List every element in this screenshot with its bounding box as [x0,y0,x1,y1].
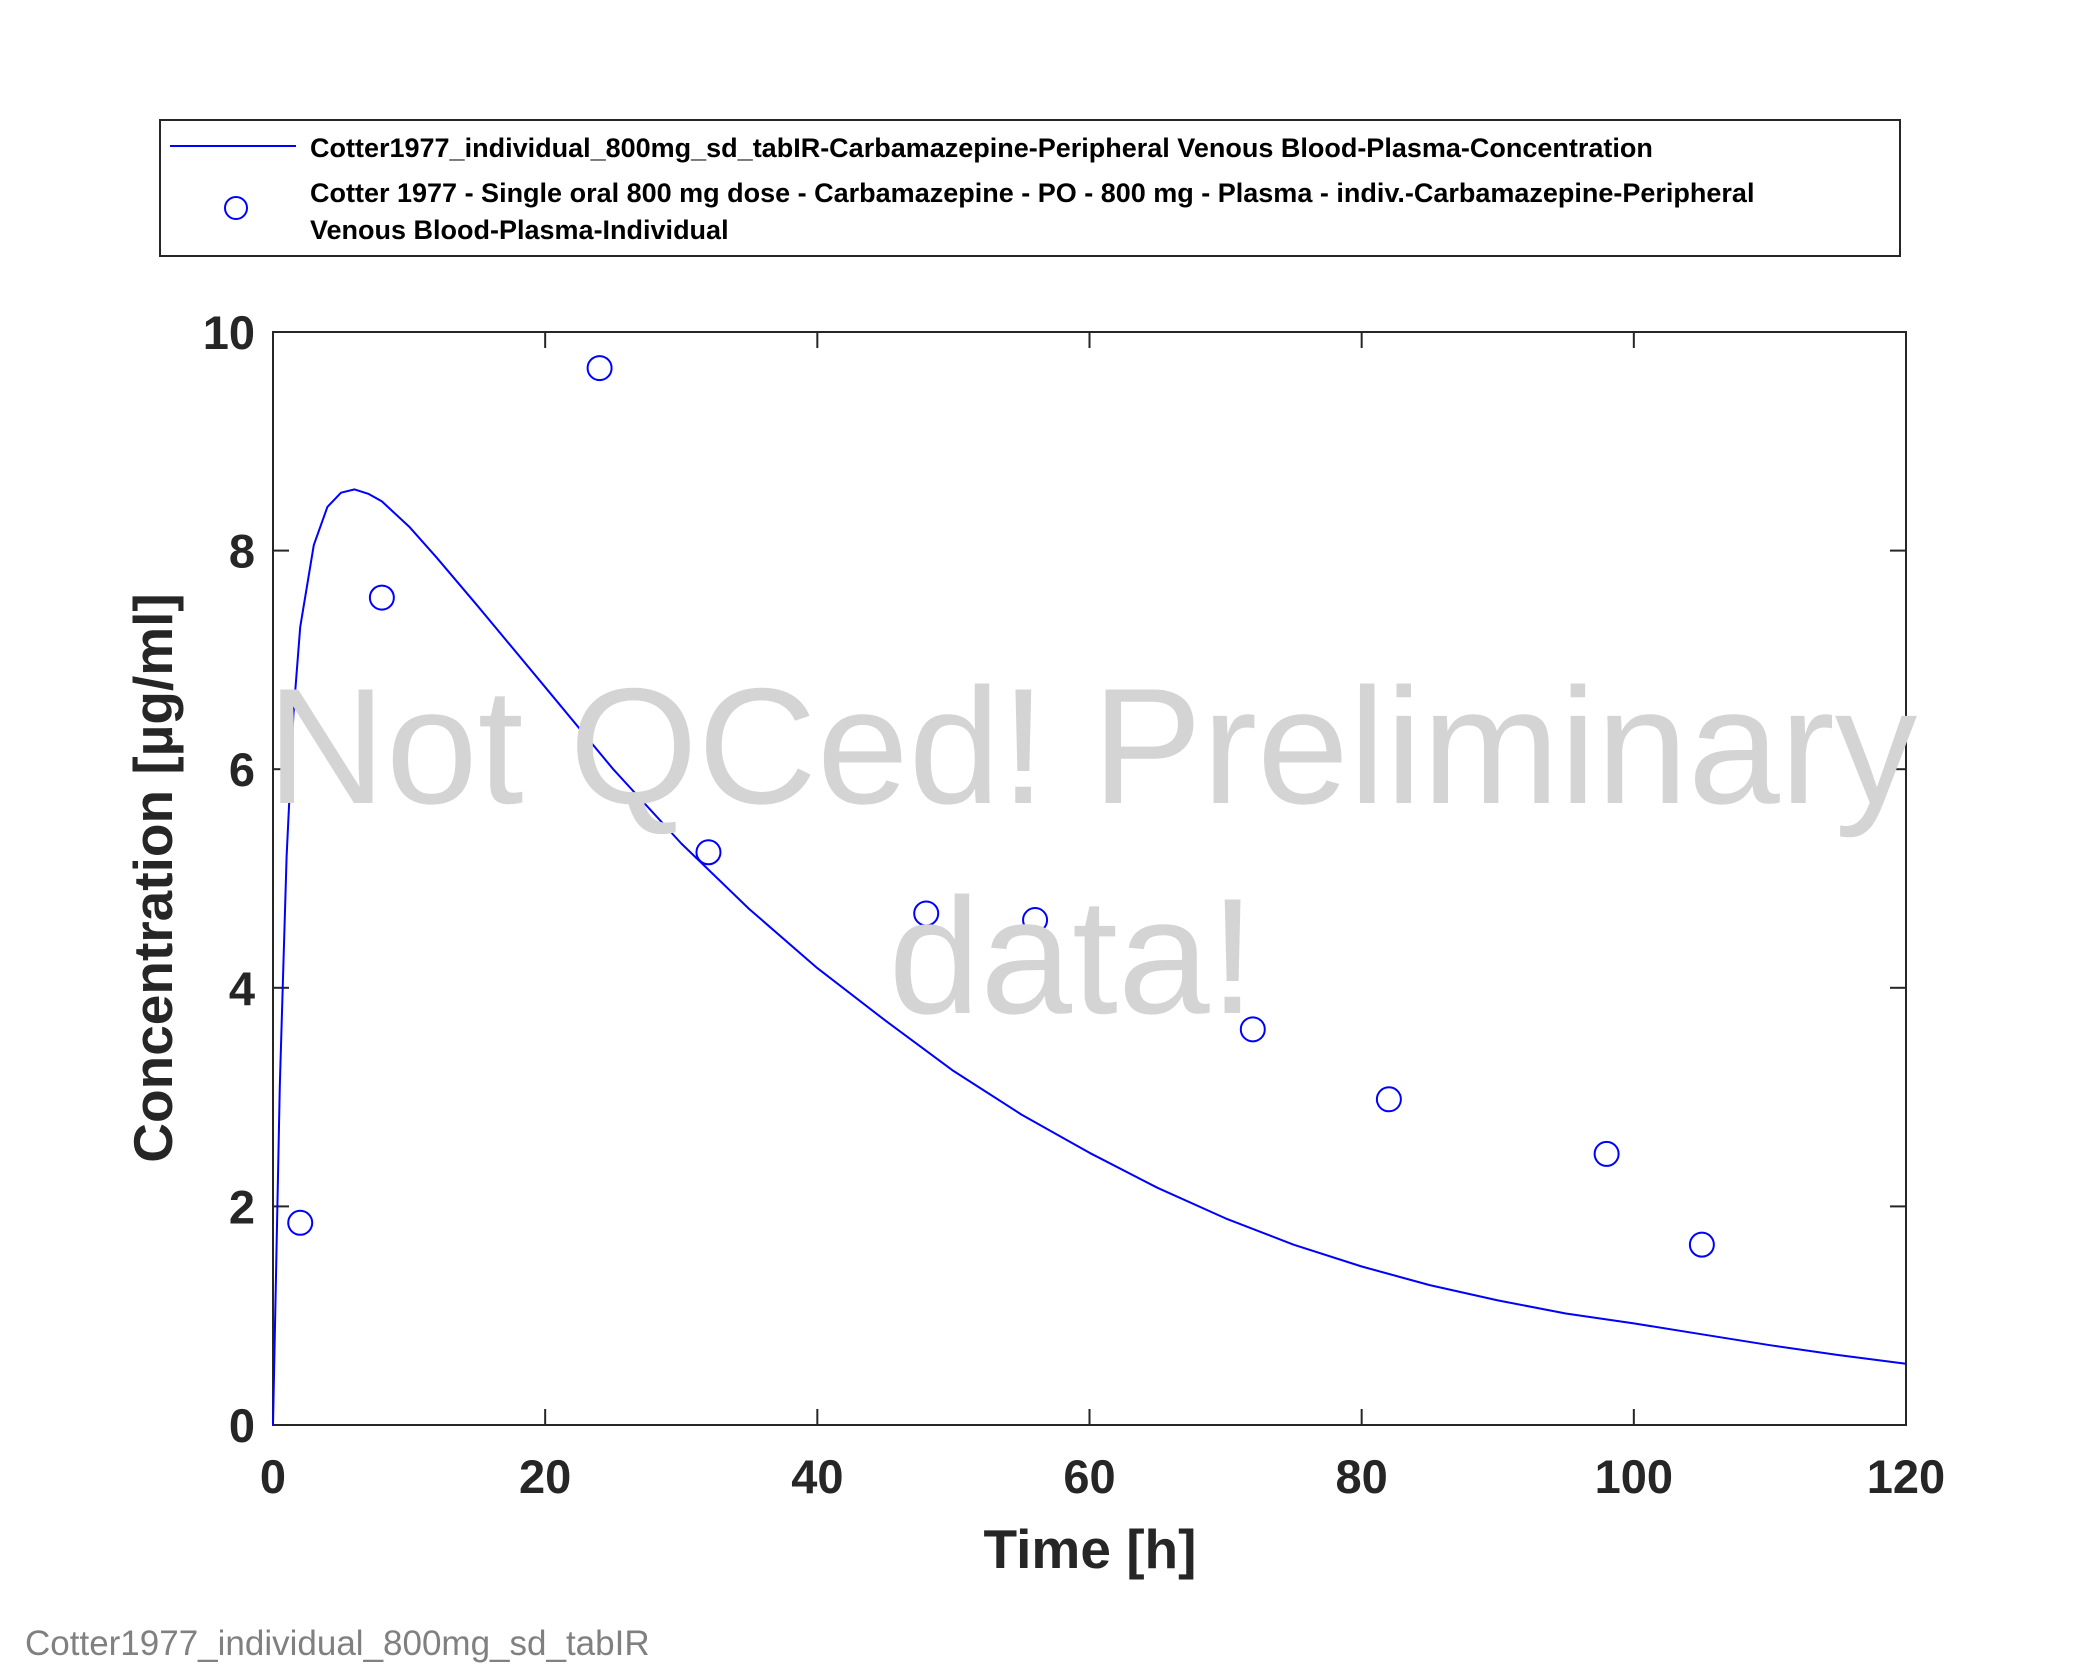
data-point-6 [1239,1016,1266,1043]
y-tick-label-2: 4 [229,962,255,1015]
data-point-0 [287,1209,314,1236]
x-tick-label-4: 80 [1336,1450,1388,1503]
watermark-line-2: data! [889,864,1256,1048]
data-point-5 [1022,907,1049,934]
plot-area [272,331,1907,1426]
legend-box [159,119,1901,257]
data-point-7 [1375,1086,1402,1113]
series-layer [272,355,1907,1426]
tick-labels: 0 20 40 60 80 100 120 0 2 4 6 8 10 [203,306,1945,1503]
x-tick-label-3: 60 [1063,1450,1115,1503]
data-point-3 [695,839,722,866]
footer-label: Cotter1977_individual_800mg_sd_tabIR [25,1624,650,1663]
legend: Cotter1977_individual_800mg_sd_tabIR-Car… [159,119,1901,257]
x-tick-label-1: 20 [519,1450,571,1503]
y-axis-label: Concentration [µg/ml] [122,593,184,1162]
x-tick-label-6: 120 [1867,1450,1945,1503]
y-tick-label-0: 0 [229,1399,255,1452]
legend-label-marker-1: Cotter 1977 - Single oral 800 mg dose - … [310,178,1754,208]
x-tick-label-0: 0 [260,1450,286,1503]
y-tick-label-5: 10 [203,306,255,359]
data-point-2 [586,355,613,382]
axis-ticks [272,331,1907,1426]
data-point-9 [1688,1231,1715,1258]
x-tick-label-2: 40 [791,1450,843,1503]
y-tick-label-3: 6 [229,743,255,796]
legend-marker-swatch [224,196,248,220]
y-tick-label-1: 2 [229,1180,255,1233]
legend-label-line: Cotter1977_individual_800mg_sd_tabIR-Car… [310,133,1653,163]
x-axis-label: Time [h] [984,1518,1197,1580]
data-point-1 [368,584,395,611]
y-tick-label-4: 8 [229,525,255,578]
legend-label-marker-2: Venous Blood-Plasma-Individual [310,215,729,245]
x-tick-label-5: 100 [1595,1450,1673,1503]
series-line-simulation [272,488,1907,1426]
data-point-8 [1593,1140,1620,1167]
watermark-line-1: Not QCed! Preliminary [267,654,1918,838]
data-point-4 [913,900,940,927]
